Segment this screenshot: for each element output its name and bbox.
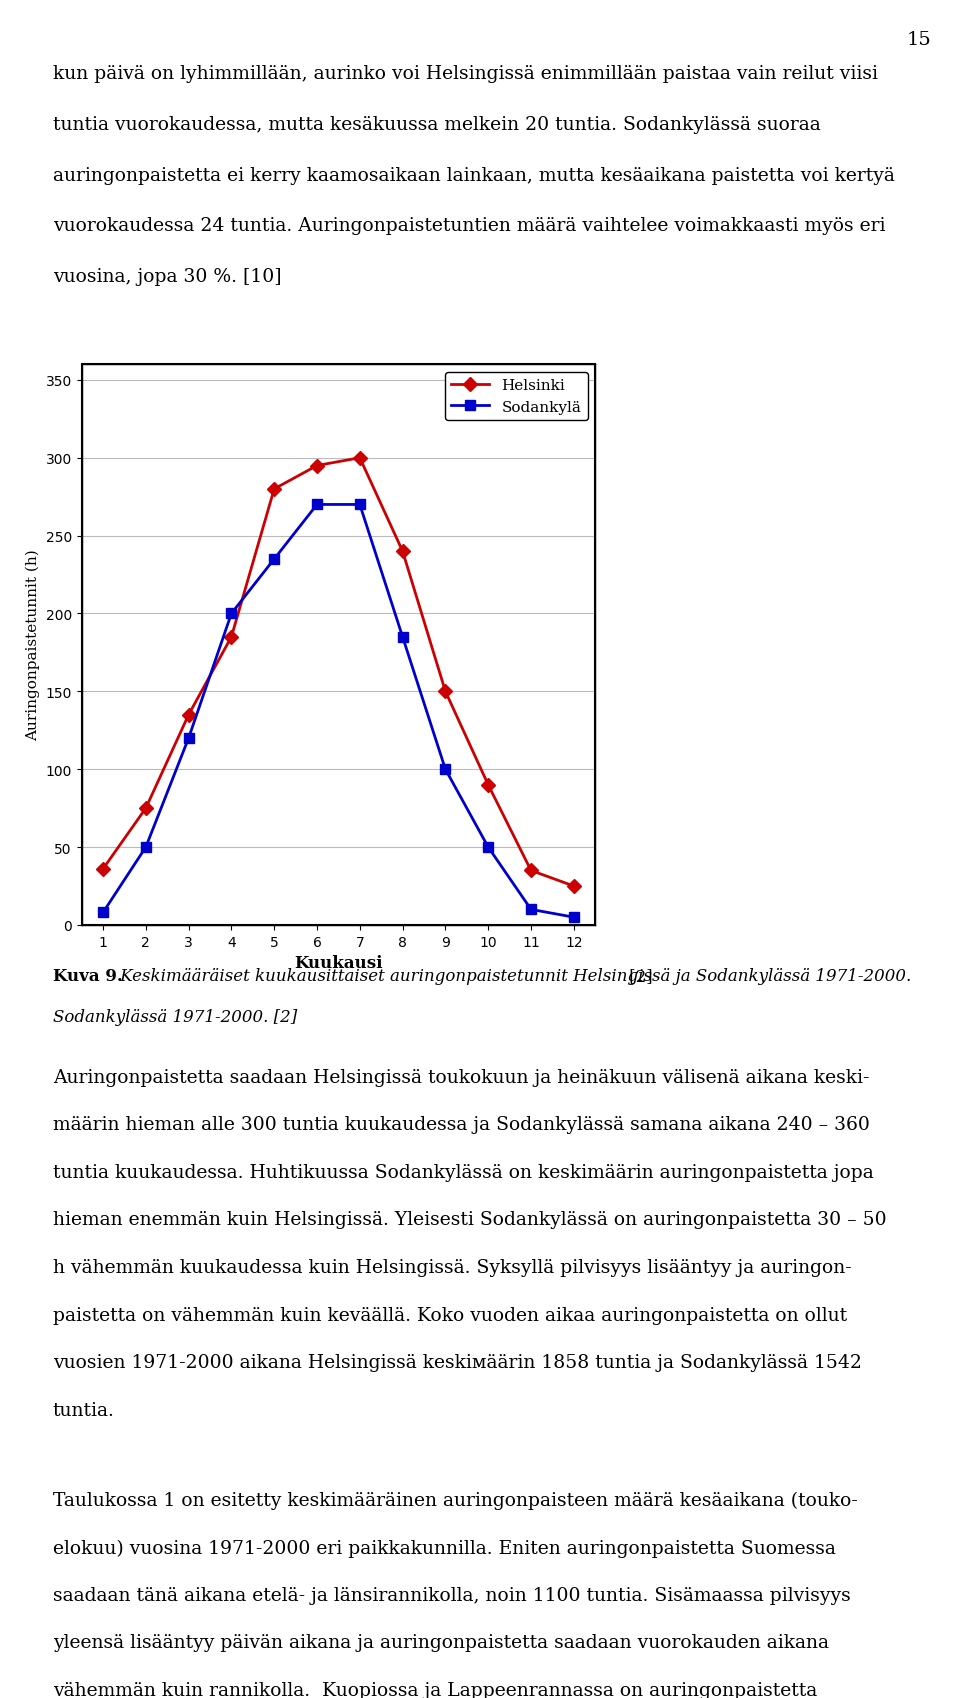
Text: h vähemmän kuukaudessa kuin Helsingissä. Syksyllä pilvisyys lisääntyy ja auringo: h vähemmän kuukaudessa kuin Helsingissä.… [53,1258,852,1277]
Text: auringonpaistetta ei kerry kaamosaikaan lainkaan, mutta kesäaikana paistetta voi: auringonpaistetta ei kerry kaamosaikaan … [53,166,895,185]
Sodankylä [568,907,580,927]
Helsinki [396,542,408,562]
Text: [2]: [2] [624,968,653,985]
Sodankylä [97,903,108,924]
Sodankylä [483,837,494,857]
Sodankylä [311,496,323,516]
Sodankylä [140,837,152,857]
Text: kun päivä on lyhimmillään, aurinko voi Helsingissä enimmillään paistaa vain reil: kun päivä on lyhimmillään, aurinko voi H… [53,65,877,83]
Helsinki [568,876,580,897]
Helsinki [97,859,108,880]
Text: hieman enemmän kuin Helsingissä. Yleisesti Sodankylässä on auringonpaistetta 30 : hieman enemmän kuin Helsingissä. Yleises… [53,1211,886,1229]
Text: elokuu) vuosina 1971-2000 eri paikkakunnilla. Eniten auringonpaistetta Suomessa: elokuu) vuosina 1971-2000 eri paikkakunn… [53,1538,835,1557]
Text: Kuva 9.: Kuva 9. [53,968,123,985]
Text: Auringonpaistetta saadaan Helsingissä toukokuun ja heinäkuun välisenä aikana kes: Auringonpaistetta saadaan Helsingissä to… [53,1068,870,1087]
Helsinki [140,798,152,818]
Text: vuorokaudessa 24 tuntia. Auringonpaistetuntien määrä vaihtelee voimakkaasti myös: vuorokaudessa 24 tuntia. Auringonpaistet… [53,217,885,236]
Sodankylä [440,759,451,779]
Sodankylä [396,627,408,647]
Bar [82,365,595,925]
Helsinki [311,457,323,477]
Helsinki [483,774,494,795]
Text: määrin hieman alle 300 tuntia kuukaudessa ja Sodankylässä samana aikana 240 – 36: määrin hieman alle 300 tuntia kuukaudess… [53,1116,870,1134]
Helsinki [182,705,194,725]
Text: Taulukossa 1 on esitetty keskimääräinen auringonpaisteen määrä kesäaikana (touko: Taulukossa 1 on esitetty keskimääräinen … [53,1491,857,1510]
Text: Sodankylässä 1971-2000. [2]: Sodankylässä 1971-2000. [2] [53,1009,297,1026]
Sodankylä [354,496,366,516]
Line: Helsinki: Helsinki [98,453,579,891]
Sodankylä [269,550,280,571]
Text: Keskimääräiset kuukausittaiset auringonpaistetunnit Helsingissä ja Sodankylässä : Keskimääräiset kuukausittaiset auringonp… [115,968,911,985]
Legend: Helsinki, Sodankylä: Helsinki, Sodankylä [445,372,588,421]
Text: tuntia kuukaudessa. Huhtikuussa Sodankylässä on keskimäärin auringonpaistetta jo: tuntia kuukaudessa. Huhtikuussa Sodankyl… [53,1163,874,1182]
Text: vähemmän kuin rannikolla.  Kuopiossa ja Lappeenrannassa on auringonpaistetta: vähemmän kuin rannikolla. Kuopiossa ja L… [53,1681,817,1698]
Text: paistetta on vähemmän kuin keväällä. Koko vuoden aikaa auringonpaistetta on ollu: paistetta on vähemmän kuin keväällä. Kok… [53,1306,847,1324]
Text: 15: 15 [906,31,931,49]
Helsinki [354,448,366,469]
Sodankylä [182,728,194,749]
Text: saadaan tänä aikana etelä- ja länsirannikolla, noin 1100 tuntia. Sisämaassa pilv: saadaan tänä aikana etelä- ja länsiranni… [53,1586,851,1605]
Line: Sodankylä: Sodankylä [98,501,579,922]
Sodankylä [226,604,237,625]
Text: tuntia vuorokaudessa, mutta kesäkuussa melkein 20 tuntia. Sodankylässä suoraa: tuntia vuorokaudessa, mutta kesäkuussa m… [53,115,821,134]
X-axis label: Kuukausi: Kuukausi [294,954,383,971]
Text: yleensä lisääntyy päivän aikana ja auringonpaistetta saadaan vuorokauden aikana: yleensä lisääntyy päivän aikana ja aurin… [53,1633,828,1652]
Sodankylä [525,900,537,920]
Helsinki [440,681,451,701]
Text: tuntia.: tuntia. [53,1401,114,1420]
Text: vuosina, jopa 30 %. [10]: vuosina, jopa 30 %. [10] [53,268,281,287]
Text: vuosien 1971-2000 aikana Helsingissä keskiмäärin 1858 tuntia ja Sodankylässä 154: vuosien 1971-2000 aikana Helsingissä kes… [53,1353,862,1372]
Y-axis label: Auringonpaistetunnit (h): Auringonpaistetunnit (h) [26,550,40,740]
Helsinki [525,861,537,881]
Helsinki [226,627,237,647]
Helsinki [269,479,280,499]
